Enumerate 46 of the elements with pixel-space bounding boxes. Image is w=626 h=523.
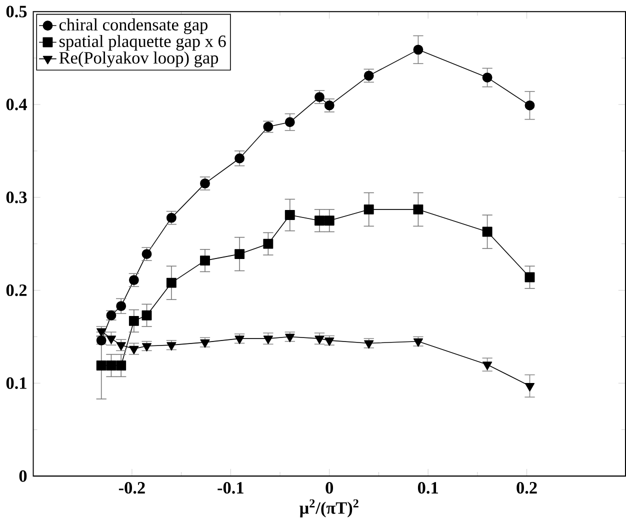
point <box>116 360 126 370</box>
legend-label: spatial plaquette gap x 6 <box>59 34 226 51</box>
y-tick-label: 0.3 <box>6 191 27 204</box>
point <box>524 382 535 392</box>
point <box>128 316 139 326</box>
x-tick-label: 0 <box>326 482 334 494</box>
point <box>129 346 139 354</box>
point <box>524 272 535 282</box>
point <box>166 342 176 351</box>
point <box>263 336 273 344</box>
point <box>524 100 535 110</box>
x-tick-label: 0.1 <box>418 482 438 494</box>
point <box>106 336 116 344</box>
point <box>413 44 424 55</box>
x-tick-label: -0.1 <box>218 482 244 494</box>
point <box>263 238 274 249</box>
x-tick-label: -0.2 <box>118 482 145 494</box>
point <box>116 301 126 311</box>
point <box>324 216 334 226</box>
y-tick-label: 0 <box>19 470 27 482</box>
legend-label: Re(Polyakov loop) gap <box>59 51 218 68</box>
point <box>482 362 492 370</box>
y-tick-label: 0.1 <box>6 377 26 389</box>
point <box>482 226 492 237</box>
x-axis-title: μ$^{2}$/(πT)$^{2}$ <box>300 499 358 518</box>
point <box>413 204 424 214</box>
point <box>234 336 244 344</box>
point <box>314 216 324 226</box>
point <box>364 204 374 214</box>
point <box>116 342 126 351</box>
point <box>166 278 176 288</box>
point <box>284 117 295 128</box>
point <box>106 360 116 370</box>
y-tick-label: 0.5 <box>6 6 27 18</box>
point <box>284 210 295 220</box>
y-tick-label: 0.2 <box>6 284 27 296</box>
legend-label: chiral condensate gap <box>59 18 208 34</box>
point <box>142 343 152 352</box>
point <box>142 310 152 320</box>
x-tick-label: 0.2 <box>516 482 537 494</box>
point <box>234 153 245 164</box>
point <box>234 249 245 259</box>
point <box>96 360 106 370</box>
y-tick-label: 0.4 <box>6 98 27 110</box>
point <box>482 72 492 82</box>
point <box>200 256 210 266</box>
